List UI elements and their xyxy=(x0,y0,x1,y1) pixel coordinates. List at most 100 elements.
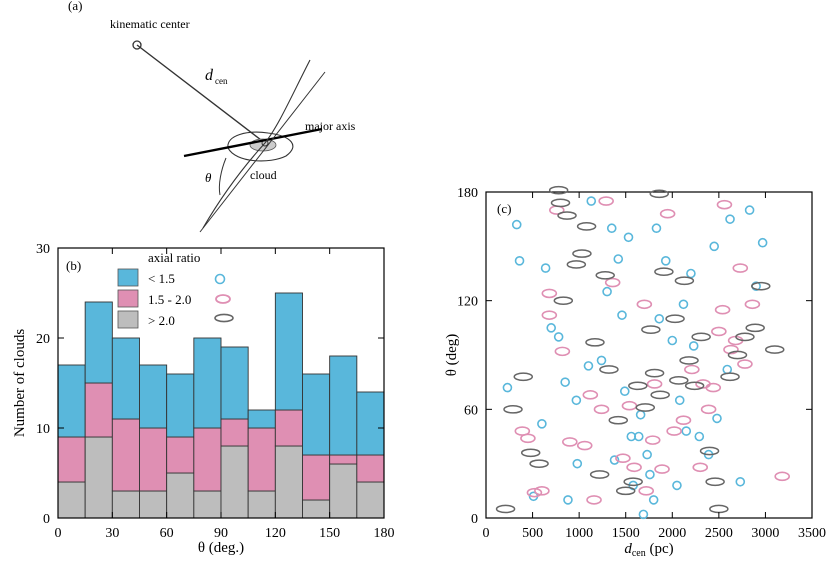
scatter-point-1-18 xyxy=(646,379,663,389)
scatter-point-1-4 xyxy=(541,310,558,320)
scatter-point-0-49 xyxy=(678,299,689,310)
scatter-point-1-15 xyxy=(626,462,642,473)
scatter-point-1-31 xyxy=(737,359,753,369)
scatter-point-1-21 xyxy=(675,415,692,426)
scatter-point-1-34 xyxy=(636,299,653,310)
scatter-point-0-41 xyxy=(725,214,735,224)
scatter-point-0-45 xyxy=(623,232,634,243)
histogram-bar-1-3 xyxy=(139,427,168,492)
scatter-point-1-35 xyxy=(659,208,676,219)
kinematic-center-marker xyxy=(132,40,142,50)
scatter-point-1-10 xyxy=(593,404,610,415)
scatter-point-0-40 xyxy=(709,241,720,252)
tangent-line xyxy=(199,71,326,233)
scatter-x-tick-label: 1500 xyxy=(612,526,640,541)
scatter-point-1-22 xyxy=(684,364,700,375)
panel-b-label: (b) xyxy=(66,258,81,273)
scatter-x-tick-label: 500 xyxy=(522,526,543,541)
scatter-frame xyxy=(485,191,813,519)
scatter-point-1-38 xyxy=(582,390,599,400)
scatter-point-2-17 xyxy=(635,403,656,412)
histogram-bar-1-4 xyxy=(166,436,195,474)
scatter-point-2-6 xyxy=(557,211,577,220)
scatter-y-tick-label: 180 xyxy=(457,186,478,201)
histogram-bar-0-8 xyxy=(274,445,303,519)
scatter-point-1-36 xyxy=(714,304,731,315)
scatter-point-0-42 xyxy=(688,341,699,351)
scatter-point-0-24 xyxy=(681,426,692,436)
scatter-point-0-9 xyxy=(583,361,594,371)
histogram-x-axis-label: θ (deg.) xyxy=(198,540,244,556)
scatter-ticks: 0 500 1000 1500 2000 2500 3000 3500 0 60 120 180 xyxy=(457,186,826,541)
histogram-ticks: 0 30 60 90 120 150 180 0 10 20 30 xyxy=(36,242,395,541)
rotation-curve-upper xyxy=(264,59,311,144)
histogram-bar-2-6 xyxy=(220,346,249,420)
scatter-x-tick-label: 2500 xyxy=(705,526,733,541)
kinematic-center-label: kinematic center xyxy=(110,17,190,31)
scatter-point-1-13 xyxy=(615,453,631,464)
scatter-point-2-14 xyxy=(615,486,636,496)
scatter-point-0-5 xyxy=(546,323,557,333)
scatter-point-2-25 xyxy=(679,356,699,365)
scatter-y-tick-label: 60 xyxy=(464,403,478,418)
scatter-point-1-12 xyxy=(604,277,621,288)
histogram-bar-1-11 xyxy=(356,454,385,483)
scatter-point-2-28 xyxy=(699,446,720,456)
histogram-bar-1-5 xyxy=(193,427,222,492)
scatter-point-1-2 xyxy=(526,487,543,498)
histogram-bar-2-3 xyxy=(139,364,168,429)
scatter-point-0-30 xyxy=(735,476,746,487)
histogram-bar-0-1 xyxy=(84,436,113,519)
scatter-point-2-37 xyxy=(495,504,516,514)
scatter-point-0-38 xyxy=(660,256,671,266)
legend-swatch-gt20 xyxy=(117,310,139,329)
scatter-x-tick-label: 3500 xyxy=(798,526,826,541)
scatter-point-0-31 xyxy=(744,205,755,215)
scatter-point-1-8 xyxy=(576,440,593,451)
scatter-x-axis-label-sub: cen xyxy=(632,548,646,559)
scatter-point-2-23 xyxy=(669,376,689,385)
panel-c-scatter: 0 500 1000 1500 2000 2500 3000 3500 0 60 120 180 (c… xyxy=(444,185,826,559)
legend-swatch-lt15 xyxy=(117,268,139,287)
panel-a-label: (a) xyxy=(68,0,82,13)
scatter-point-1-9 xyxy=(586,495,602,505)
scatter-point-0-18 xyxy=(642,449,652,460)
scatter-point-0-12 xyxy=(613,254,624,264)
scatter-point-0-13 xyxy=(617,310,627,320)
scatter-x-axis-label: dcen (pc) xyxy=(624,541,673,559)
scatter-point-1-26 xyxy=(711,326,727,337)
scatter-point-0-43 xyxy=(648,495,659,505)
histogram-x-tick-label: 30 xyxy=(105,526,119,541)
histogram-bar-0-7 xyxy=(247,490,276,519)
dcen-label: d xyxy=(205,67,214,84)
scatter-point-2-38 xyxy=(548,185,569,195)
dcen-line xyxy=(136,44,266,144)
scatter-point-2-5 xyxy=(553,296,574,306)
histogram-bar-2-0 xyxy=(57,364,86,438)
scatter-point-0-7 xyxy=(560,377,570,387)
scatter-point-1-39 xyxy=(744,299,761,310)
scatter-x-tick-label: 2000 xyxy=(658,526,686,541)
histogram-bar-0-5 xyxy=(193,490,222,519)
histogram-bar-0-11 xyxy=(356,481,385,519)
histogram-x-tick-label: 120 xyxy=(265,526,286,541)
legend-marker-gt20 xyxy=(214,313,234,323)
scatter-point-1-3 xyxy=(534,486,550,496)
scatter-point-0-48 xyxy=(563,495,573,505)
scatter-point-0-26 xyxy=(694,431,705,442)
scatter-point-2-20 xyxy=(650,390,670,400)
histogram-bar-1-7 xyxy=(247,427,276,492)
histogram-bar-0-4 xyxy=(166,472,195,519)
scatter-point-0-16 xyxy=(633,431,644,442)
scatter-point-0-6 xyxy=(553,332,564,342)
scatter-point-2-7 xyxy=(566,260,587,269)
histogram-bar-2-11 xyxy=(356,391,385,456)
cloud-contour-outer xyxy=(227,131,294,162)
scatter-point-1-6 xyxy=(554,346,571,357)
histogram-bar-0-9 xyxy=(302,499,331,519)
major-axis-label: major axis xyxy=(305,119,356,133)
scatter-y-axis-label: θ (deg) xyxy=(444,334,460,377)
scatter-x-tick-label: 0 xyxy=(483,526,490,541)
scatter-x-axis-label-main: d xyxy=(624,541,632,557)
